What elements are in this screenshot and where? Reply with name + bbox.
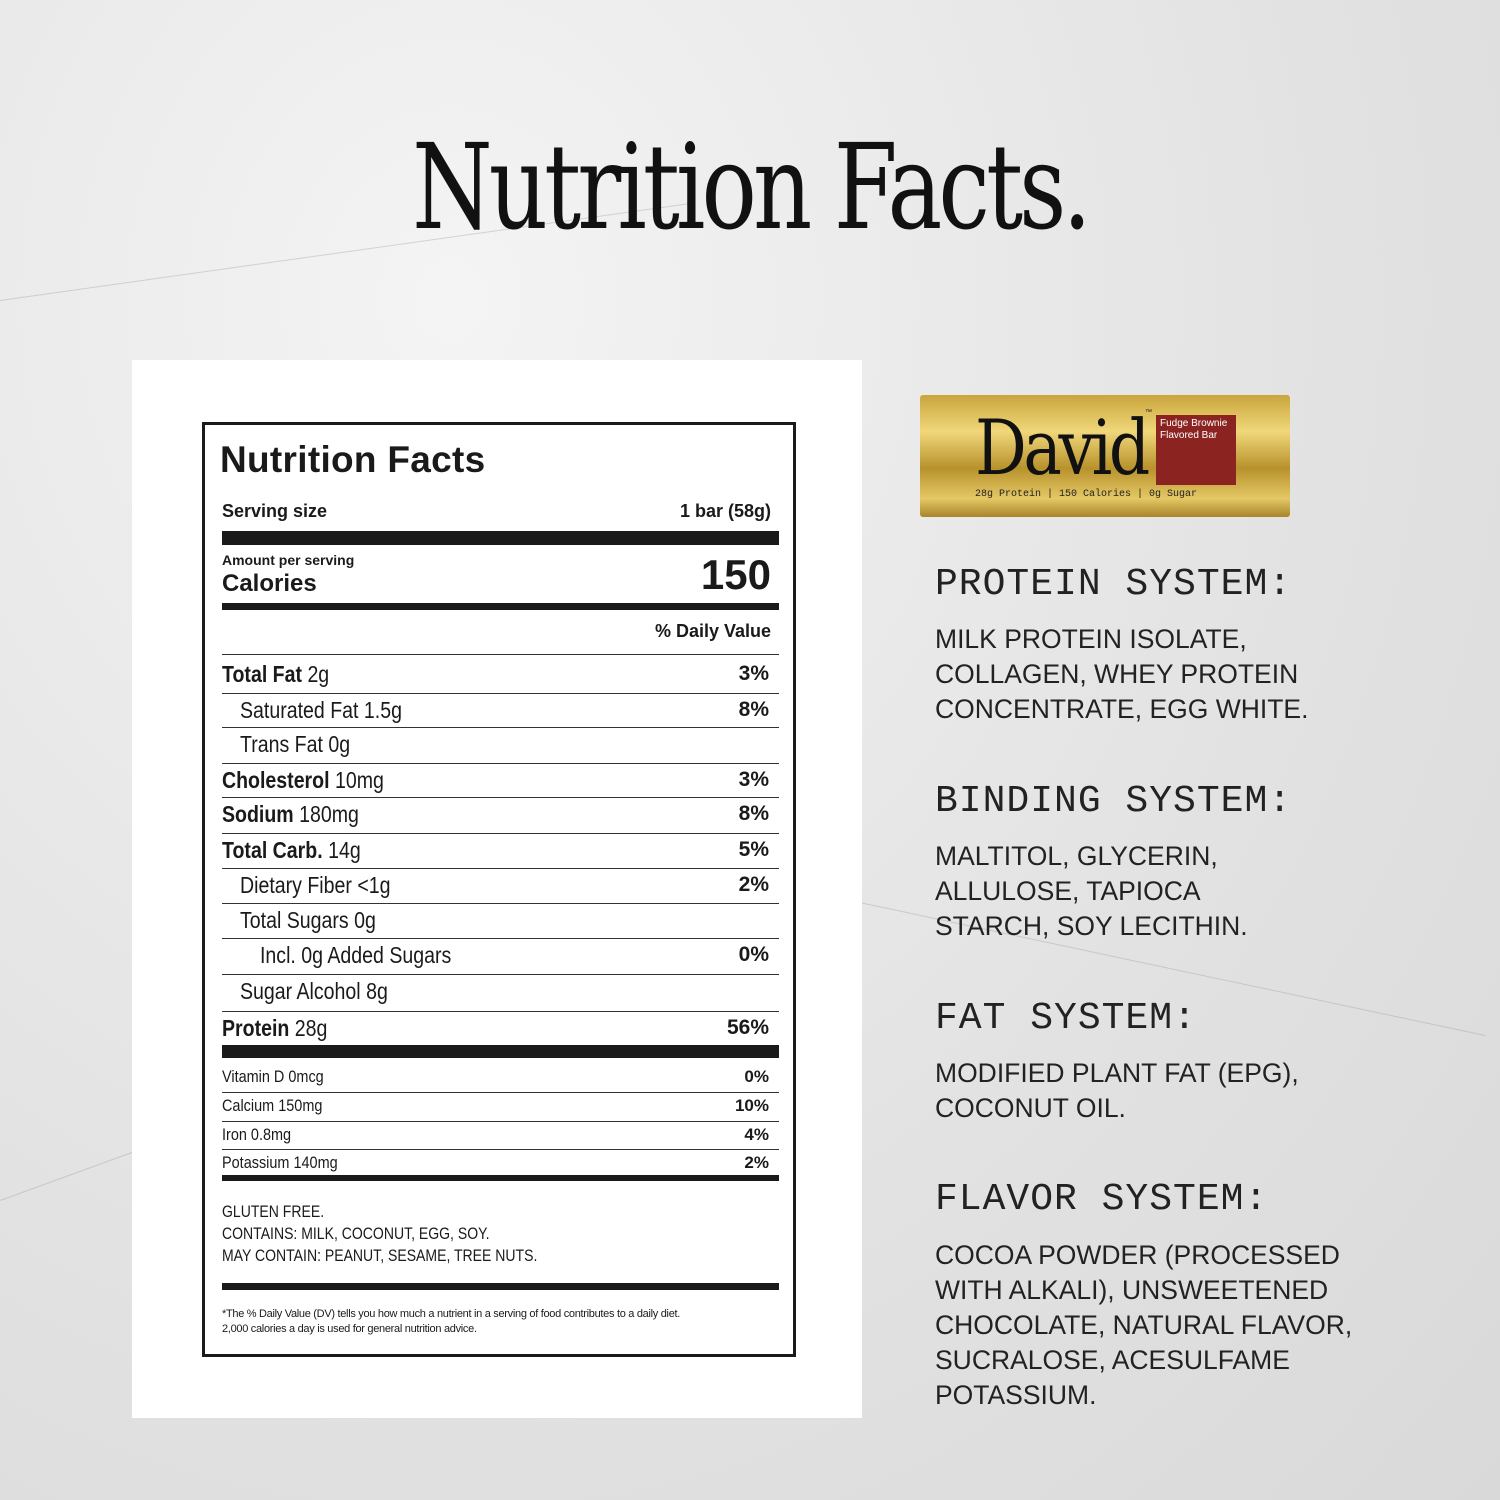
divider <box>222 654 779 655</box>
nutrient-label: Sugar Alcohol 8g <box>240 978 388 1004</box>
nutrient-name: Trans Fat 0g <box>240 731 350 758</box>
divider-thick <box>222 1045 779 1058</box>
serving-size-value: 1 bar (58g) <box>679 501 771 521</box>
divider <box>222 868 779 869</box>
nutrient-name: Total Fat 2g <box>222 661 329 688</box>
nutrient-name: Incl. 0g Added Sugars <box>260 942 451 969</box>
binding-system-body: MALTITOL, GLYCERIN, ALLULOSE, TAPIOCA ST… <box>935 841 1248 941</box>
daily-value-header: % Daily Value <box>654 621 771 641</box>
divider <box>222 938 779 939</box>
nutrient-label: Cholesterol <box>222 767 330 793</box>
divider <box>222 1092 779 1093</box>
nutrient-daily-value: 0% <box>738 943 769 966</box>
nutrient-daily-value: 3% <box>738 768 769 791</box>
nutrient-label: Saturated Fat 1.5g <box>240 697 402 723</box>
protein-system-heading: PROTEIN SYSTEM: <box>935 563 1293 606</box>
nutrient-name: Saturated Fat 1.5g <box>240 697 402 724</box>
nutrient-daily-value: 2% <box>738 873 769 896</box>
footnote-line-1: *The % Daily Value (DV) tells you how mu… <box>222 1308 681 1320</box>
footnote-line-2: 2,000 calories a day is used for general… <box>222 1323 477 1335</box>
divider-medium <box>222 1283 779 1290</box>
allergen-gluten: GLUTEN FREE. <box>222 1203 325 1221</box>
nutrient-amount: 10mg <box>334 767 384 793</box>
fat-system-body: MODIFIED PLANT FAT (EPG), COCONUT OIL. <box>935 1058 1299 1123</box>
nutrient-label: Total Fat <box>222 661 303 687</box>
vitamin-daily-value: 0% <box>744 1067 769 1086</box>
vitamin-name: Iron 0.8mg <box>222 1125 292 1144</box>
label-title: Nutrition Facts <box>220 439 486 480</box>
vitamin-daily-value: 2% <box>744 1153 769 1172</box>
divider-medium <box>222 603 779 610</box>
divider <box>222 1149 779 1150</box>
nutrient-label: Total Sugars 0g <box>240 907 376 933</box>
allergen-contains: CONTAINS: MILK, COCONUT, EGG, SOY. <box>222 1225 490 1243</box>
nutrient-label: Trans Fat 0g <box>240 731 351 757</box>
divider <box>222 903 779 904</box>
nutrient-name: Cholesterol 10mg <box>222 767 384 794</box>
flavor-box: Fudge Brownie Flavored Bar <box>1156 415 1236 485</box>
divider <box>222 693 779 694</box>
vitamin-name: Potassium 140mg <box>222 1153 338 1172</box>
nutrient-daily-value: 5% <box>738 838 769 861</box>
nutrient-daily-value: 3% <box>738 662 769 685</box>
product-bar-image: David ™ Fudge Brownie Flavored Bar 28g P… <box>920 395 1290 517</box>
nutrient-name: Dietary Fiber <1g <box>240 872 391 899</box>
vitamin-name: Vitamin D 0mcg <box>222 1067 324 1086</box>
nutrient-daily-value: 56% <box>726 1016 769 1039</box>
flavor-system-heading: FLAVOR SYSTEM: <box>935 1178 1269 1221</box>
nutrient-daily-value: 8% <box>738 698 769 721</box>
protein-system-body: MILK PROTEIN ISOLATE, COLLAGEN, WHEY PRO… <box>935 624 1309 724</box>
nutrient-label: Incl. 0g Added Sugars <box>260 942 452 968</box>
nutrient-name: Protein 28g <box>222 1015 327 1042</box>
divider-medium <box>222 1175 779 1181</box>
nutrient-name: Sodium 180mg <box>222 801 359 828</box>
nutrient-name: Total Sugars 0g <box>240 907 376 934</box>
amount-per-serving: Amount per serving <box>222 552 355 568</box>
nutrient-amount: 180mg <box>299 801 359 827</box>
nutrient-name: Sugar Alcohol 8g <box>240 978 388 1005</box>
nutrient-amount: 2g <box>307 661 330 687</box>
divider-thick <box>222 531 779 545</box>
binding-system-heading: BINDING SYSTEM: <box>935 780 1293 823</box>
nutrient-daily-value: 8% <box>738 802 769 825</box>
product-tagline: 28g Protein | 150 Calories | 0g Sugar <box>975 489 1198 500</box>
vitamin-daily-value: 4% <box>744 1125 769 1144</box>
divider <box>222 1011 779 1012</box>
allergen-may-contain: MAY CONTAIN: PEANUT, SESAME, TREE NUTS. <box>222 1247 538 1265</box>
vitamin-name: Calcium 150mg <box>222 1096 323 1115</box>
nutrient-label: Dietary Fiber <1g <box>240 872 391 898</box>
nutrition-label: Nutrition Facts Serving size 1 bar (58g)… <box>202 422 796 1357</box>
serving-size-label: Serving size <box>222 501 328 521</box>
nutrient-amount: 14g <box>328 837 361 863</box>
page-title: Nutrition Facts. <box>412 118 1092 256</box>
calories-label: Calories <box>222 570 317 597</box>
fat-system-heading: FAT SYSTEM: <box>935 997 1197 1040</box>
nutrient-name: Total Carb. 14g <box>222 837 361 864</box>
brand-logo: David <box>975 403 1150 492</box>
trademark: ™ <box>1145 409 1152 416</box>
divider <box>222 727 779 728</box>
divider <box>222 974 779 975</box>
calories-value: 150 <box>700 551 771 598</box>
vitamin-daily-value: 10% <box>734 1096 769 1115</box>
nutrient-label: Protein <box>222 1015 290 1041</box>
nutrient-amount: 28g <box>294 1015 328 1041</box>
flavor-system-body: COCOA POWDER (PROCESSED WITH ALKALI), UN… <box>935 1240 1353 1410</box>
nutrient-label: Sodium <box>222 801 294 827</box>
nutrient-label: Total Carb. <box>222 837 323 863</box>
divider <box>222 763 779 764</box>
divider <box>222 797 779 798</box>
divider <box>222 1121 779 1122</box>
divider <box>222 833 779 834</box>
